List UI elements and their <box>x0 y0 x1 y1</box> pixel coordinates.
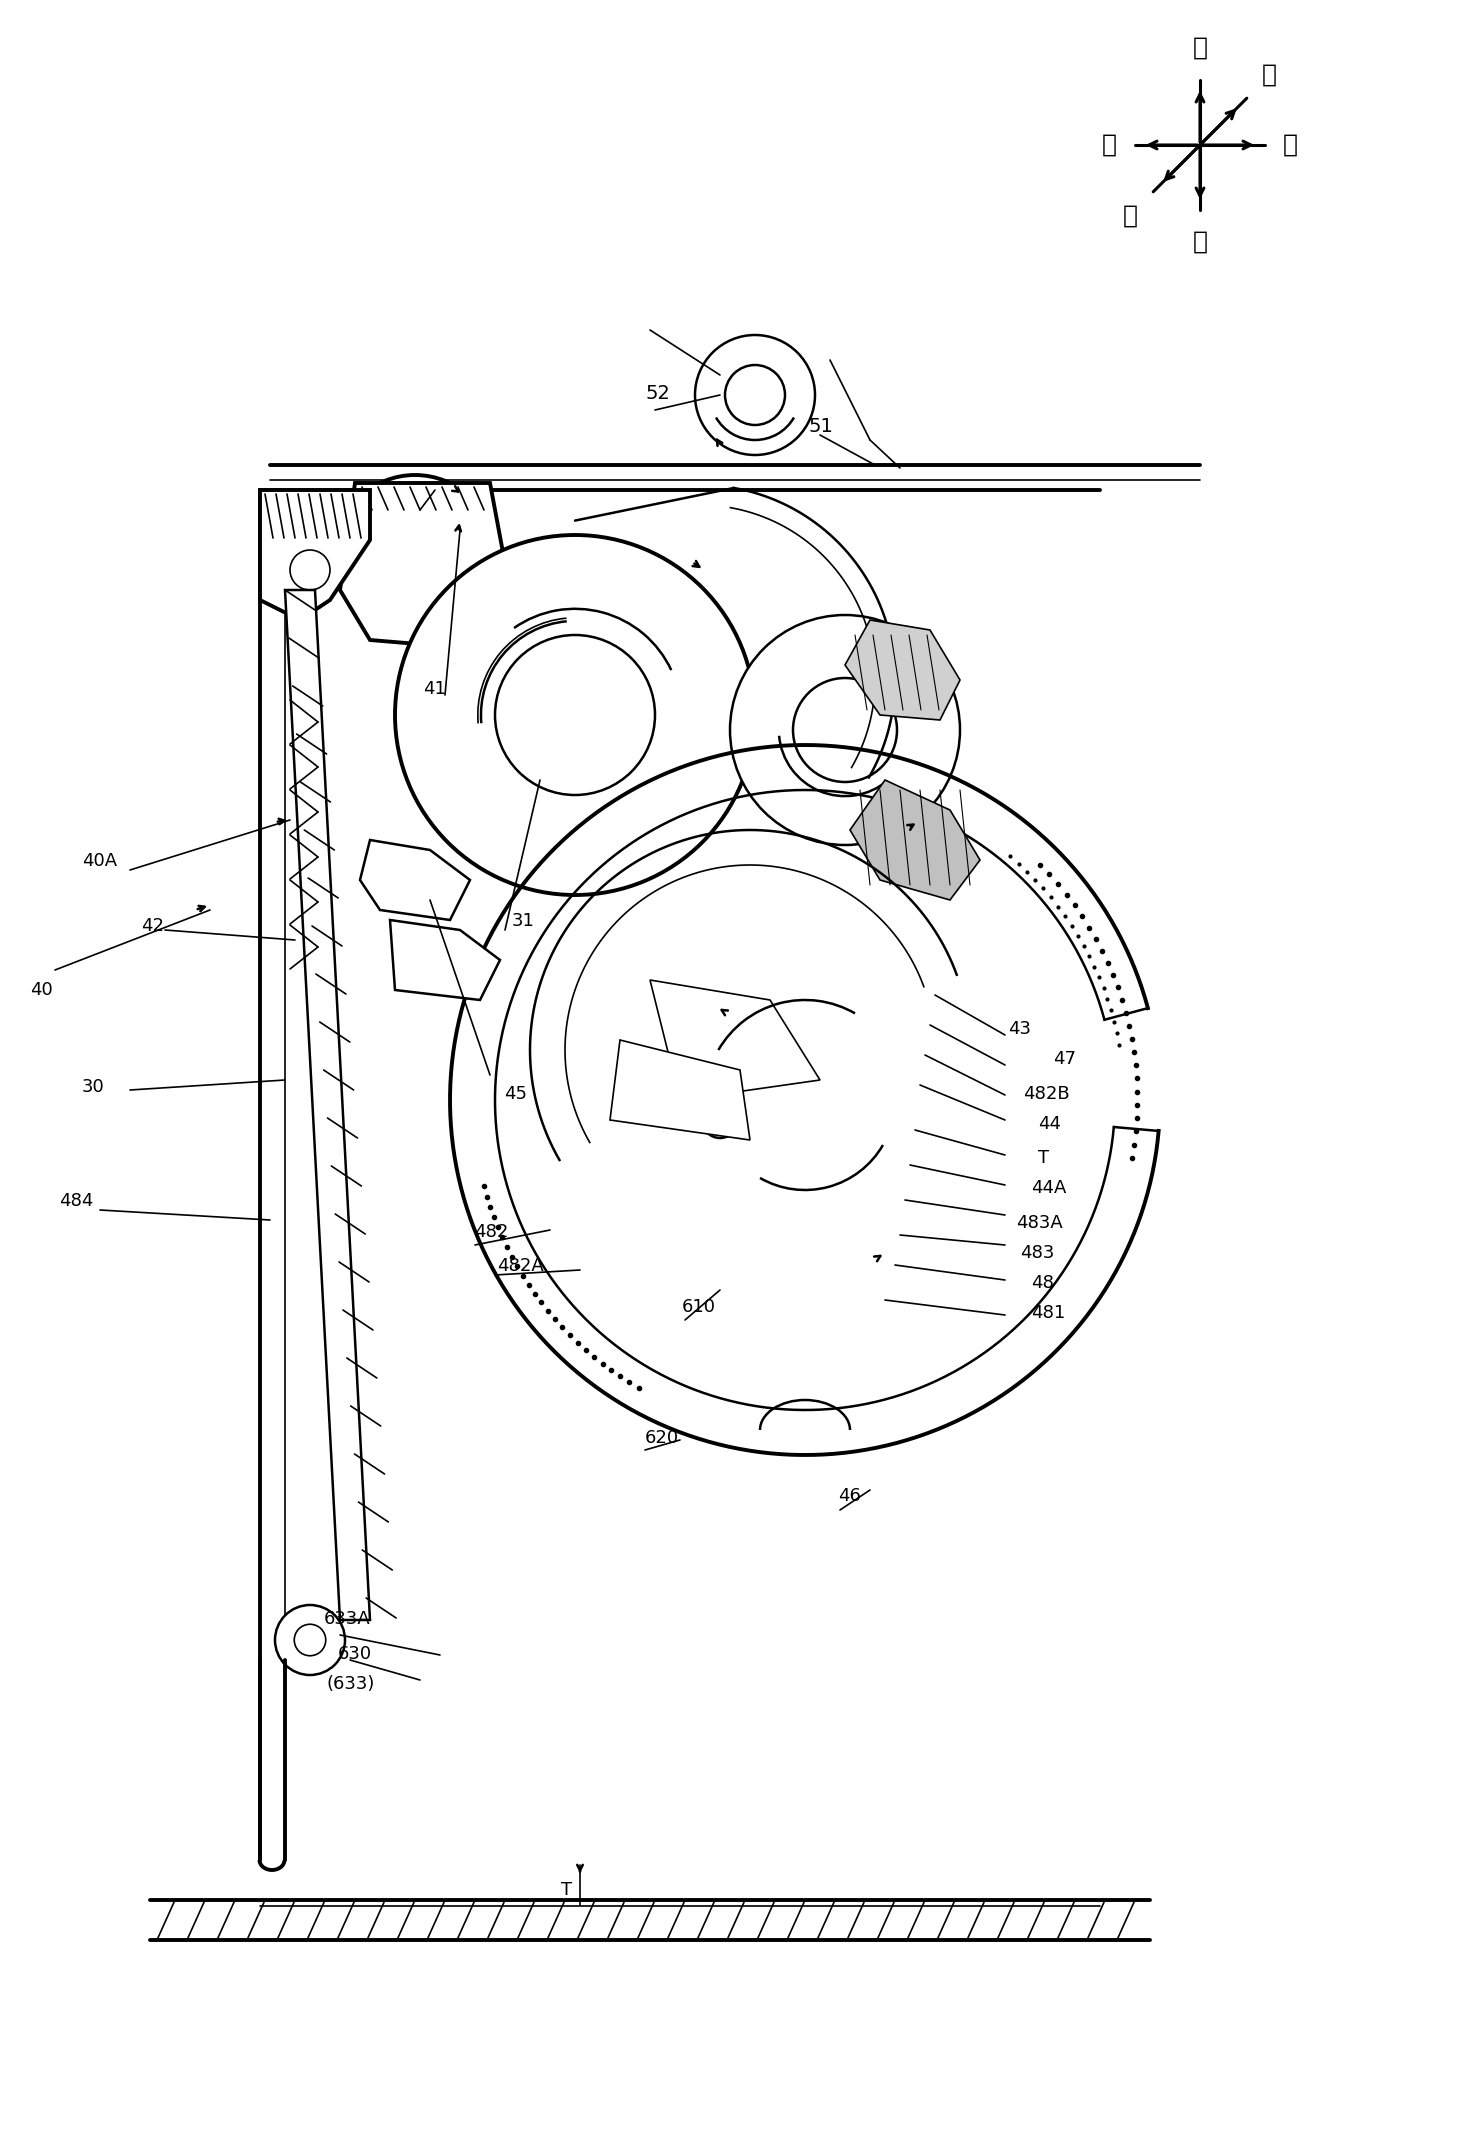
Circle shape <box>725 366 785 424</box>
Text: T: T <box>561 1882 572 1899</box>
Text: T: T <box>1038 1150 1050 1167</box>
Circle shape <box>730 616 960 844</box>
Polygon shape <box>650 980 820 1100</box>
Text: 44: 44 <box>1038 1115 1062 1132</box>
Circle shape <box>701 1102 739 1139</box>
Circle shape <box>495 635 655 794</box>
Polygon shape <box>260 491 369 620</box>
Text: 43: 43 <box>1008 1021 1032 1038</box>
Text: 下: 下 <box>1192 230 1207 254</box>
Text: 42: 42 <box>141 917 165 934</box>
Polygon shape <box>360 840 470 919</box>
Polygon shape <box>285 590 369 1619</box>
Circle shape <box>335 476 495 635</box>
Polygon shape <box>845 620 960 719</box>
Text: 31: 31 <box>512 913 534 930</box>
Text: 后: 后 <box>1283 133 1298 157</box>
Text: 30: 30 <box>82 1079 104 1096</box>
Text: 40: 40 <box>30 982 52 999</box>
Text: 52: 52 <box>645 385 670 403</box>
Circle shape <box>377 517 452 592</box>
Polygon shape <box>390 919 500 999</box>
Text: 481: 481 <box>1031 1305 1065 1322</box>
Circle shape <box>696 336 816 454</box>
Text: 633A: 633A <box>323 1610 371 1628</box>
Text: 右: 右 <box>1123 205 1137 228</box>
Text: 610: 610 <box>682 1298 716 1315</box>
Circle shape <box>394 534 755 896</box>
Text: 40A: 40A <box>82 853 117 870</box>
Circle shape <box>793 678 897 782</box>
Text: 51: 51 <box>808 418 833 435</box>
Text: 47: 47 <box>1053 1051 1077 1068</box>
Text: 483A: 483A <box>1016 1214 1063 1232</box>
Text: 46: 46 <box>838 1488 860 1505</box>
Text: 482A: 482A <box>497 1257 544 1275</box>
Text: 482: 482 <box>475 1223 509 1240</box>
Circle shape <box>274 1604 346 1675</box>
Text: 前: 前 <box>1102 133 1117 157</box>
Polygon shape <box>340 482 510 650</box>
Text: 41: 41 <box>423 680 445 698</box>
Text: 483: 483 <box>1020 1244 1054 1262</box>
Polygon shape <box>610 1040 750 1139</box>
Circle shape <box>291 549 331 590</box>
Text: 上: 上 <box>1192 37 1207 60</box>
Text: 484: 484 <box>59 1193 93 1210</box>
Text: 44A: 44A <box>1031 1180 1066 1197</box>
Circle shape <box>294 1623 326 1656</box>
Text: 482B: 482B <box>1023 1085 1069 1102</box>
Text: 48: 48 <box>1031 1275 1053 1292</box>
Text: 620: 620 <box>645 1430 679 1447</box>
Text: 45: 45 <box>504 1085 528 1102</box>
Text: (633): (633) <box>326 1675 375 1692</box>
Text: 左: 左 <box>1262 62 1277 86</box>
Text: 630: 630 <box>338 1645 372 1662</box>
Polygon shape <box>850 779 980 900</box>
